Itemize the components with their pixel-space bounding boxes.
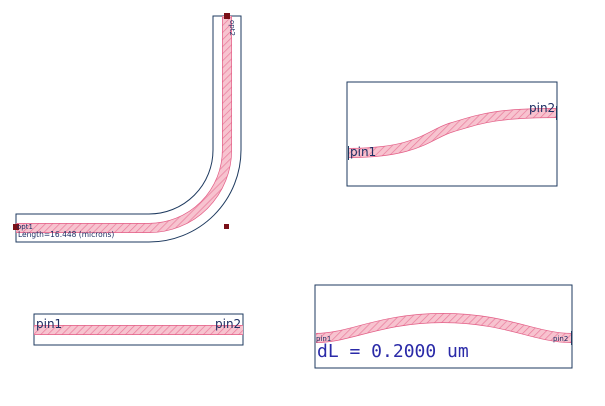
pin-label-pin2: pin2 xyxy=(529,101,555,115)
s-bend-waveguide xyxy=(348,108,557,158)
pin-label-opt2: opt2 xyxy=(228,20,236,36)
bend-component[interactable]: opt2 opt1 Length=16.448 (microns) xyxy=(13,13,242,243)
origin-marker xyxy=(224,224,229,229)
bend-boundary xyxy=(15,15,242,243)
delta-bend-boundary xyxy=(314,284,573,369)
pin-label-pin2: pin2 xyxy=(553,335,568,343)
pin-marker-opt2[interactable] xyxy=(224,13,230,19)
bend-waveguide xyxy=(16,16,232,233)
delta-bend-component[interactable]: pin1 pin2 dL = 0.2000 um xyxy=(314,284,573,369)
pin-label-pin1: pin1 xyxy=(316,335,331,343)
s-bend-component[interactable]: pin1 pin2 xyxy=(346,81,558,187)
pin-label-pin1: pin1 xyxy=(36,317,62,331)
straight-component[interactable]: pin1 pin2 xyxy=(33,313,244,346)
pin-marker-opt1[interactable] xyxy=(13,224,19,230)
pin-label-opt1: opt1 xyxy=(17,223,33,231)
pin-label-pin1: pin1 xyxy=(350,145,376,159)
pin-label-pin2: pin2 xyxy=(215,317,241,331)
length-label: Length=16.448 (microns) xyxy=(18,230,114,239)
dl-label: dL = 0.2000 um xyxy=(317,341,469,362)
s-bend-boundary xyxy=(346,81,558,187)
